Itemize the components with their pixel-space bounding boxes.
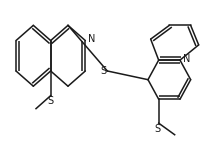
Text: S: S	[154, 124, 160, 134]
Text: S: S	[48, 96, 54, 106]
Text: N: N	[183, 54, 190, 64]
Text: S: S	[101, 66, 107, 76]
Text: N: N	[88, 34, 95, 44]
